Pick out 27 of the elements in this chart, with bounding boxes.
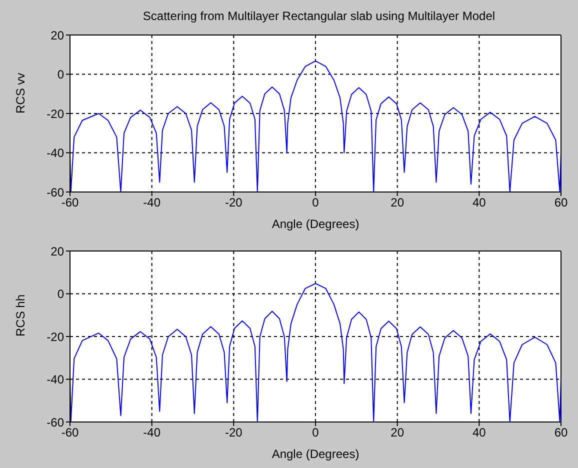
y-tick-label: 20 (50, 244, 64, 258)
x-tick-label: -40 (143, 426, 161, 440)
y-tick-label: -40 (46, 146, 64, 160)
y-tick-label: 0 (57, 68, 64, 82)
y-tick-label: -20 (46, 330, 64, 344)
x-axis-title: Angle (Degrees) (272, 217, 360, 231)
x-tick-label: 60 (554, 426, 568, 440)
x-tick-label: 40 (472, 196, 486, 210)
x-tick-label: 20 (390, 426, 404, 440)
x-tick-label: 60 (554, 196, 568, 210)
x-tick-label: -20 (224, 196, 243, 210)
y-tick-label: -20 (46, 106, 64, 121)
y-axis-title: RCS vv (13, 72, 28, 114)
x-tick-label: 20 (390, 196, 404, 210)
chart-title: Scattering from Multilayer Rectangular slab using Multilayer Model (142, 8, 496, 25)
y-tick-label: -40 (46, 372, 64, 387)
y-tick-label: -60 (46, 185, 64, 200)
y-tick-label: 0 (57, 287, 64, 302)
x-tick-label: 0 (312, 426, 320, 440)
x-tick-label: 0 (312, 196, 320, 210)
x-axis-title: Angle (Degrees) (272, 447, 360, 461)
y-axis-title: RCS hh (13, 294, 28, 336)
x-tick-label: -20 (224, 426, 243, 440)
x-tick-label: -40 (143, 196, 161, 210)
y-tick-label: 20 (50, 28, 64, 42)
x-tick-label: 40 (472, 426, 486, 440)
y-tick-label: -60 (46, 415, 64, 430)
